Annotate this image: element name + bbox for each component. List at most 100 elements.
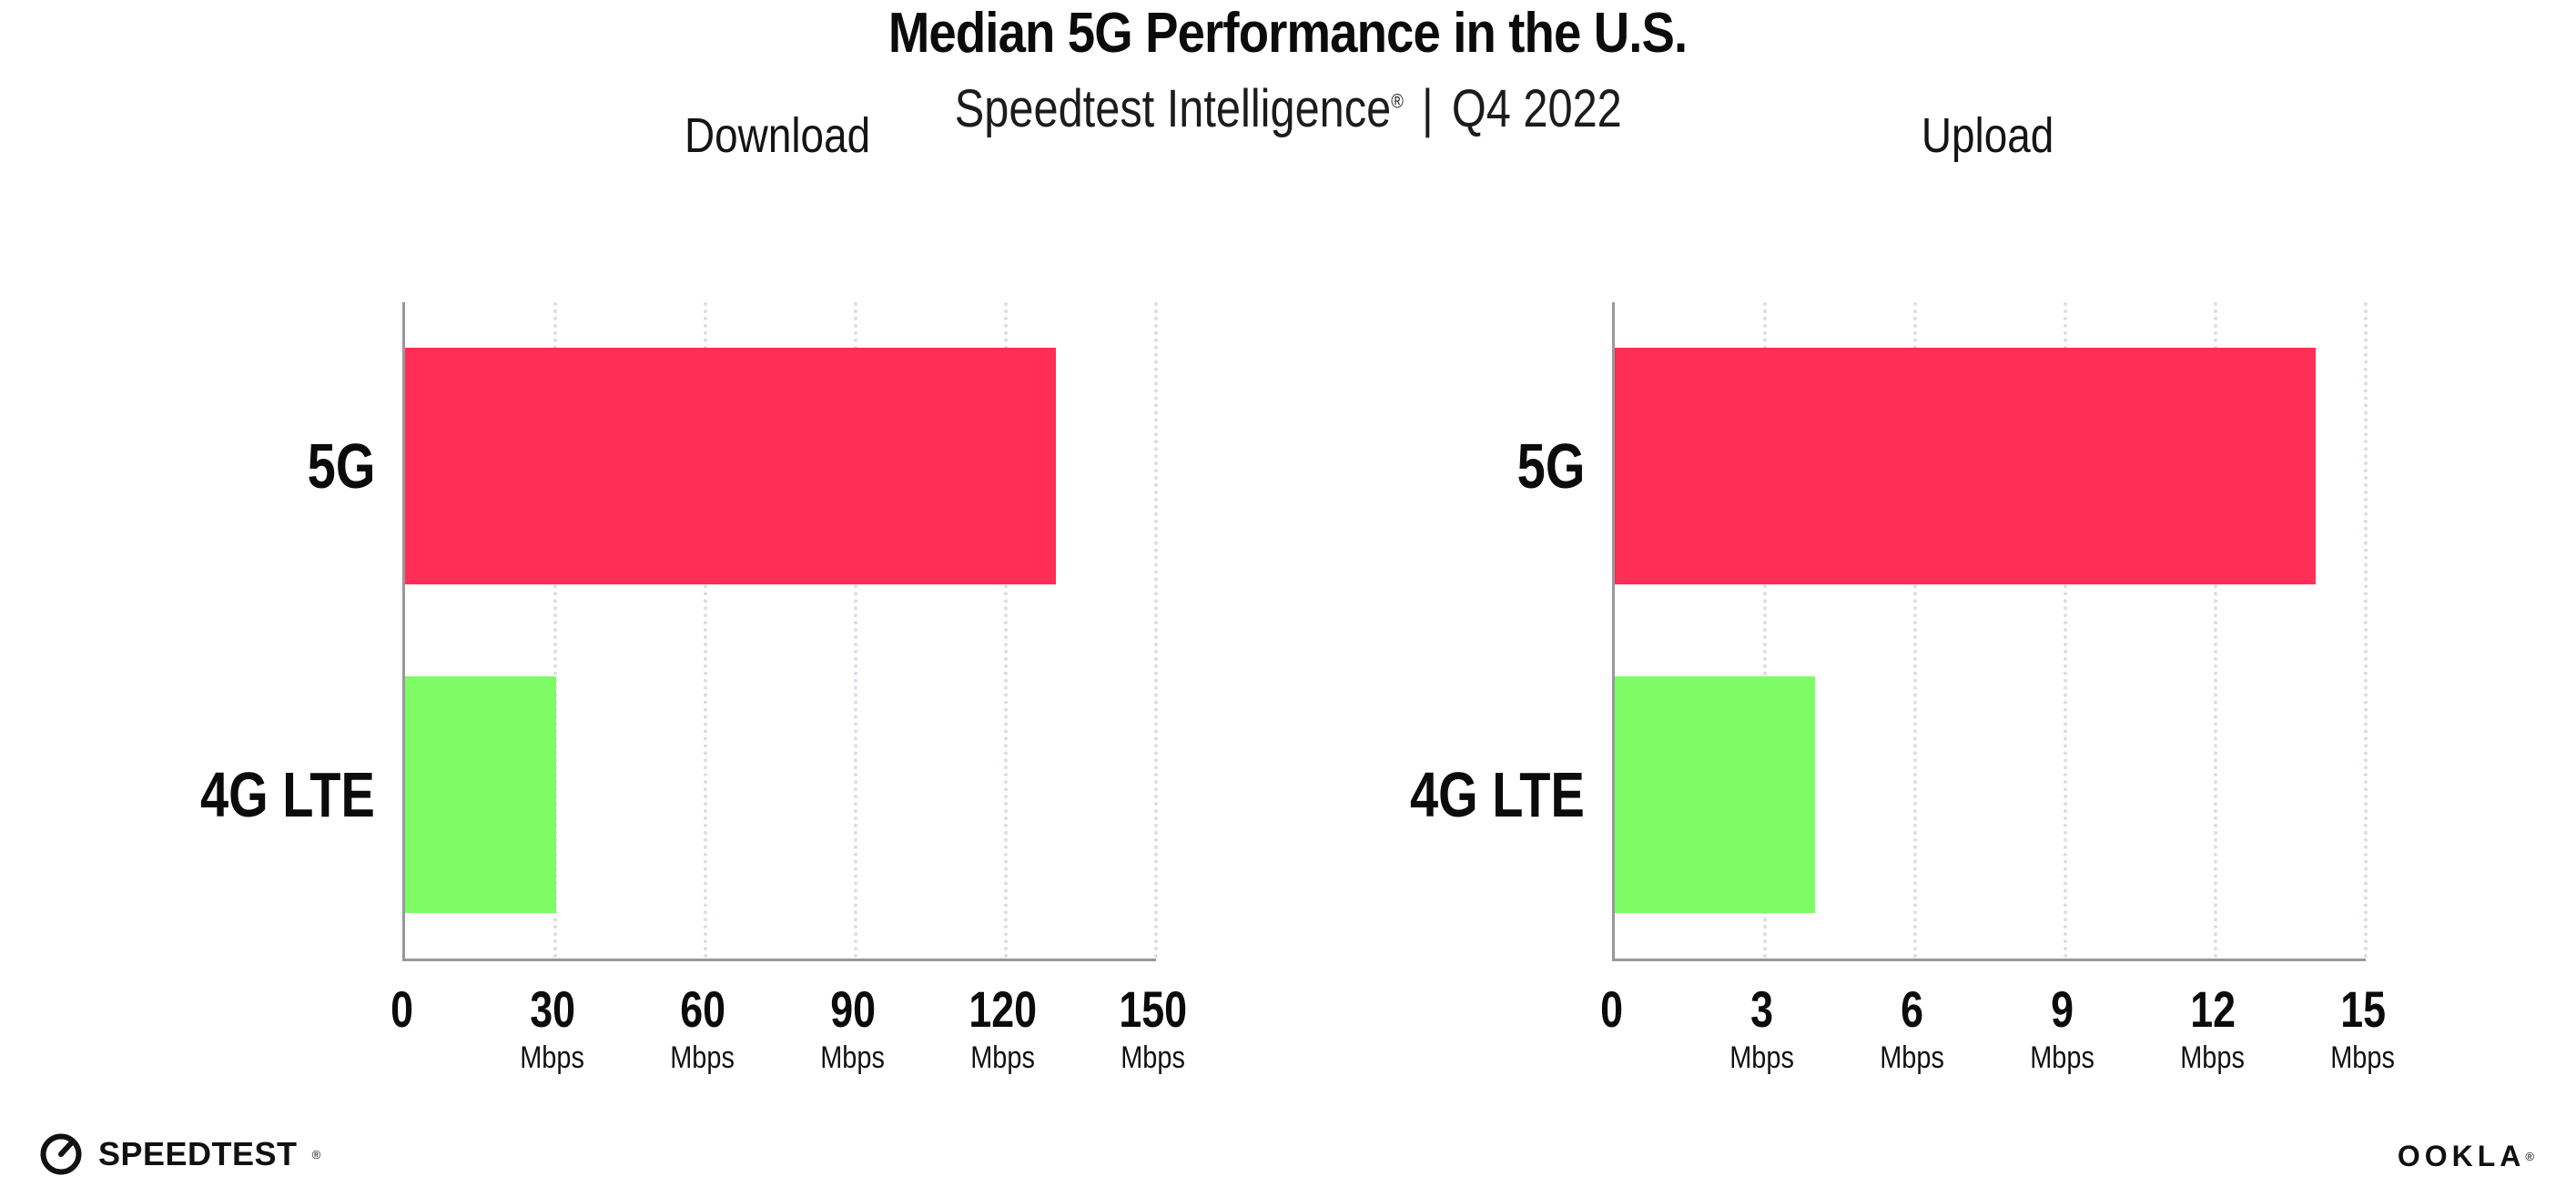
- x-tick-value-text: 12: [2190, 980, 2236, 1038]
- speedtest-logo: SPEEDTEST ®: [38, 1131, 320, 1177]
- x-tick-value: 6: [1803, 984, 2022, 1035]
- gridline-60: [704, 302, 707, 959]
- x-tick-value: 9: [1953, 984, 2172, 1035]
- x-tick-value: 0: [1503, 984, 1721, 1035]
- x-tick-unit-text: Mbps: [1880, 1040, 1945, 1075]
- x-tick-12: 12 Mbps: [2104, 984, 2322, 1074]
- x-tick-unit: Mbps: [1803, 1042, 2022, 1073]
- x-tick-unit-text: Mbps: [2330, 1040, 2396, 1075]
- speedtest-wordmark: SPEEDTEST: [98, 1135, 298, 1172]
- category-label-4g-lte: 4G LTE: [1221, 763, 1585, 827]
- x-tick-6: 6 Mbps: [1803, 984, 2022, 1074]
- ookla-logo: OOKLA ®: [2398, 1140, 2534, 1173]
- x-tick-3: 3 Mbps: [1653, 984, 1871, 1074]
- x-tick-unit-text: Mbps: [820, 1040, 886, 1075]
- category-label-5g: 5G: [11, 434, 375, 498]
- speedtest-registered-mark-icon: ®: [311, 1147, 321, 1161]
- chart-title-download: Download: [402, 111, 1153, 160]
- gridline-120: [1004, 302, 1008, 959]
- gridline-30: [553, 302, 557, 959]
- x-tick-unit: Mbps: [744, 1042, 962, 1073]
- x-tick-value: 120: [894, 984, 1112, 1035]
- x-tick-unit-text: Mbps: [2180, 1040, 2246, 1075]
- x-tick-9: 9 Mbps: [1953, 984, 2172, 1074]
- x-tick-150: 150 Mbps: [1044, 984, 1263, 1074]
- x-tick-value-text: 60: [680, 980, 725, 1038]
- x-tick-15: 15 Mbps: [2254, 984, 2472, 1074]
- x-tick-value: 90: [744, 984, 962, 1035]
- category-label-text: 4G LTE: [1410, 758, 1585, 830]
- ookla-wordmark: OOKLA: [2397, 1140, 2526, 1172]
- gridline-12: [2214, 302, 2217, 959]
- x-tick-value: 0: [293, 984, 512, 1035]
- speedometer-gauge-icon: [40, 1133, 82, 1175]
- x-tick-value: 60: [593, 984, 812, 1035]
- x-tick-90: 90 Mbps: [744, 984, 962, 1074]
- x-tick-value-text: 120: [969, 980, 1038, 1038]
- x-tick-unit: Mbps: [1953, 1042, 2172, 1073]
- x-tick-value: 30: [443, 984, 662, 1035]
- gridline-9: [2064, 302, 2067, 959]
- x-tick-value-text: 90: [830, 980, 876, 1038]
- gridline-3: [1763, 302, 1767, 959]
- x-tick-60: 60 Mbps: [593, 984, 812, 1074]
- gridline-150: [1154, 302, 1158, 959]
- x-tick-value-text: 15: [2340, 980, 2386, 1038]
- page-title-text: Median 5G Performance in the U.S.: [888, 2, 1688, 65]
- gridline-6: [1913, 302, 1917, 959]
- page-subtitle: Speedtest Intelligence® | Q4 2022: [0, 80, 2576, 138]
- x-tick-unit: Mbps: [1653, 1042, 1871, 1073]
- x-tick-unit: Mbps: [593, 1042, 812, 1073]
- category-label-5g: 5G: [1221, 434, 1585, 498]
- x-tick-unit: Mbps: [1044, 1042, 1263, 1073]
- x-tick-unit: Mbps: [443, 1042, 662, 1073]
- x-tick-value: 12: [2104, 984, 2322, 1035]
- x-tick-value-text: 0: [1600, 980, 1624, 1038]
- subtitle-separator: |: [1421, 79, 1434, 138]
- x-tick-unit: Mbps: [894, 1042, 1112, 1073]
- x-tick-120: 120 Mbps: [894, 984, 1112, 1074]
- bar-4g-lte: [405, 675, 557, 913]
- x-tick-0: 0: [293, 984, 512, 1035]
- category-label-text: 5G: [1516, 431, 1585, 502]
- chart-title-upload: Upload: [1612, 111, 2363, 160]
- x-tick-value-text: 30: [530, 980, 575, 1038]
- x-tick-value: 15: [2254, 984, 2472, 1035]
- chart-title-text: Download: [685, 108, 871, 163]
- x-tick-value-text: 0: [390, 980, 414, 1038]
- gridline-15: [2364, 302, 2368, 959]
- subtitle-brand: Speedtest Intelligence: [954, 79, 1391, 138]
- x-tick-unit-text: Mbps: [2030, 1040, 2095, 1075]
- category-label-text: 5G: [307, 431, 375, 502]
- subtitle-period: Q4 2022: [1451, 79, 1622, 138]
- bar-4g-lte: [1615, 675, 1815, 913]
- x-tick-unit-text: Mbps: [970, 1040, 1036, 1075]
- x-tick-unit-text: Mbps: [1729, 1040, 1795, 1075]
- x-tick-unit-text: Mbps: [670, 1040, 735, 1075]
- bar-5g: [1615, 348, 2316, 585]
- page-title: Median 5G Performance in the U.S.: [0, 5, 2576, 62]
- x-tick-0: 0: [1503, 984, 1721, 1035]
- category-label-4g-lte: 4G LTE: [11, 763, 375, 827]
- x-tick-unit: Mbps: [2104, 1042, 2322, 1073]
- x-tick-value: 150: [1044, 984, 1263, 1035]
- gridline-90: [854, 302, 857, 959]
- chart-title-text: Upload: [1921, 108, 2054, 163]
- x-tick-value-text: 9: [2051, 980, 2074, 1038]
- registered-mark-icon: ®: [1390, 89, 1404, 113]
- x-tick-unit-text: Mbps: [1121, 1040, 1186, 1075]
- bar-5g: [405, 348, 1056, 585]
- plot-area-download: [402, 302, 1158, 961]
- x-tick-value-text: 6: [1901, 980, 1924, 1038]
- x-tick-unit: Mbps: [2254, 1042, 2472, 1073]
- x-tick-value-text: 150: [1119, 980, 1188, 1038]
- plot-area-upload: [1612, 302, 2368, 961]
- x-tick-value-text: 3: [1750, 980, 1774, 1038]
- x-tick-30: 30 Mbps: [443, 984, 662, 1074]
- category-label-text: 4G LTE: [200, 758, 375, 830]
- x-tick-unit-text: Mbps: [520, 1040, 585, 1075]
- ookla-registered-mark-icon: ®: [2525, 1150, 2534, 1163]
- x-tick-value: 3: [1653, 984, 1871, 1035]
- page-subtitle-text: Speedtest Intelligence® | Q4 2022: [955, 80, 1622, 138]
